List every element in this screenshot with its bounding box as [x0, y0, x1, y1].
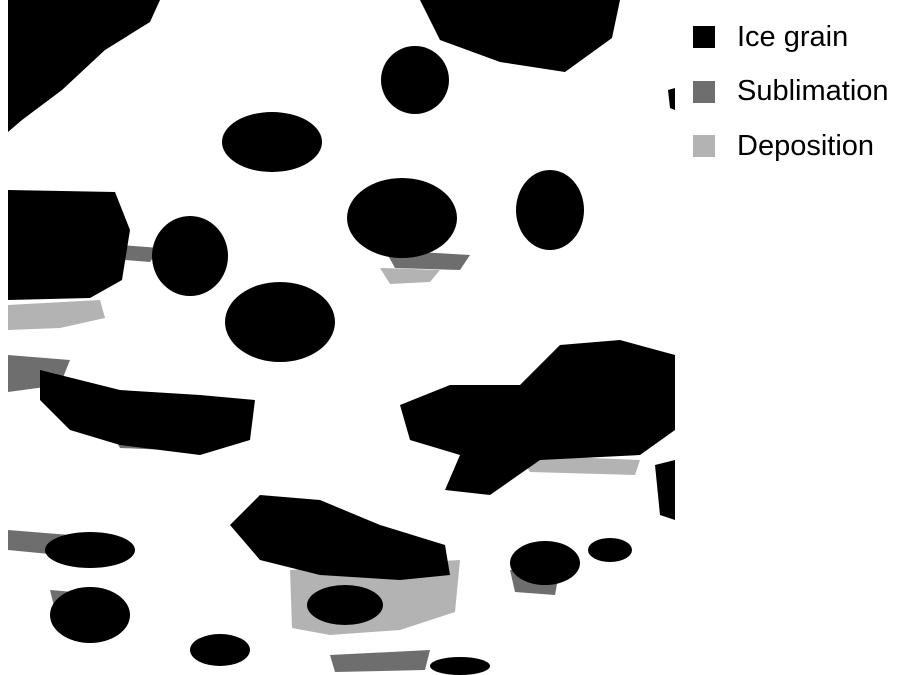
legend-label: Ice grain: [737, 21, 848, 54]
legend-label: Deposition: [737, 130, 874, 163]
legend-swatch: [693, 135, 715, 157]
simulation-map: [0, 0, 680, 675]
figure: Ice grain Sublimation Deposition: [0, 0, 921, 675]
legend-swatch: [693, 26, 715, 48]
legend: Ice grain Sublimation Deposition: [693, 10, 889, 174]
legend-item: Deposition: [693, 119, 889, 174]
legend-item: Ice grain: [693, 10, 889, 65]
legend-label: Sublimation: [737, 75, 889, 108]
legend-swatch: [693, 81, 715, 103]
legend-item: Sublimation: [693, 65, 889, 120]
